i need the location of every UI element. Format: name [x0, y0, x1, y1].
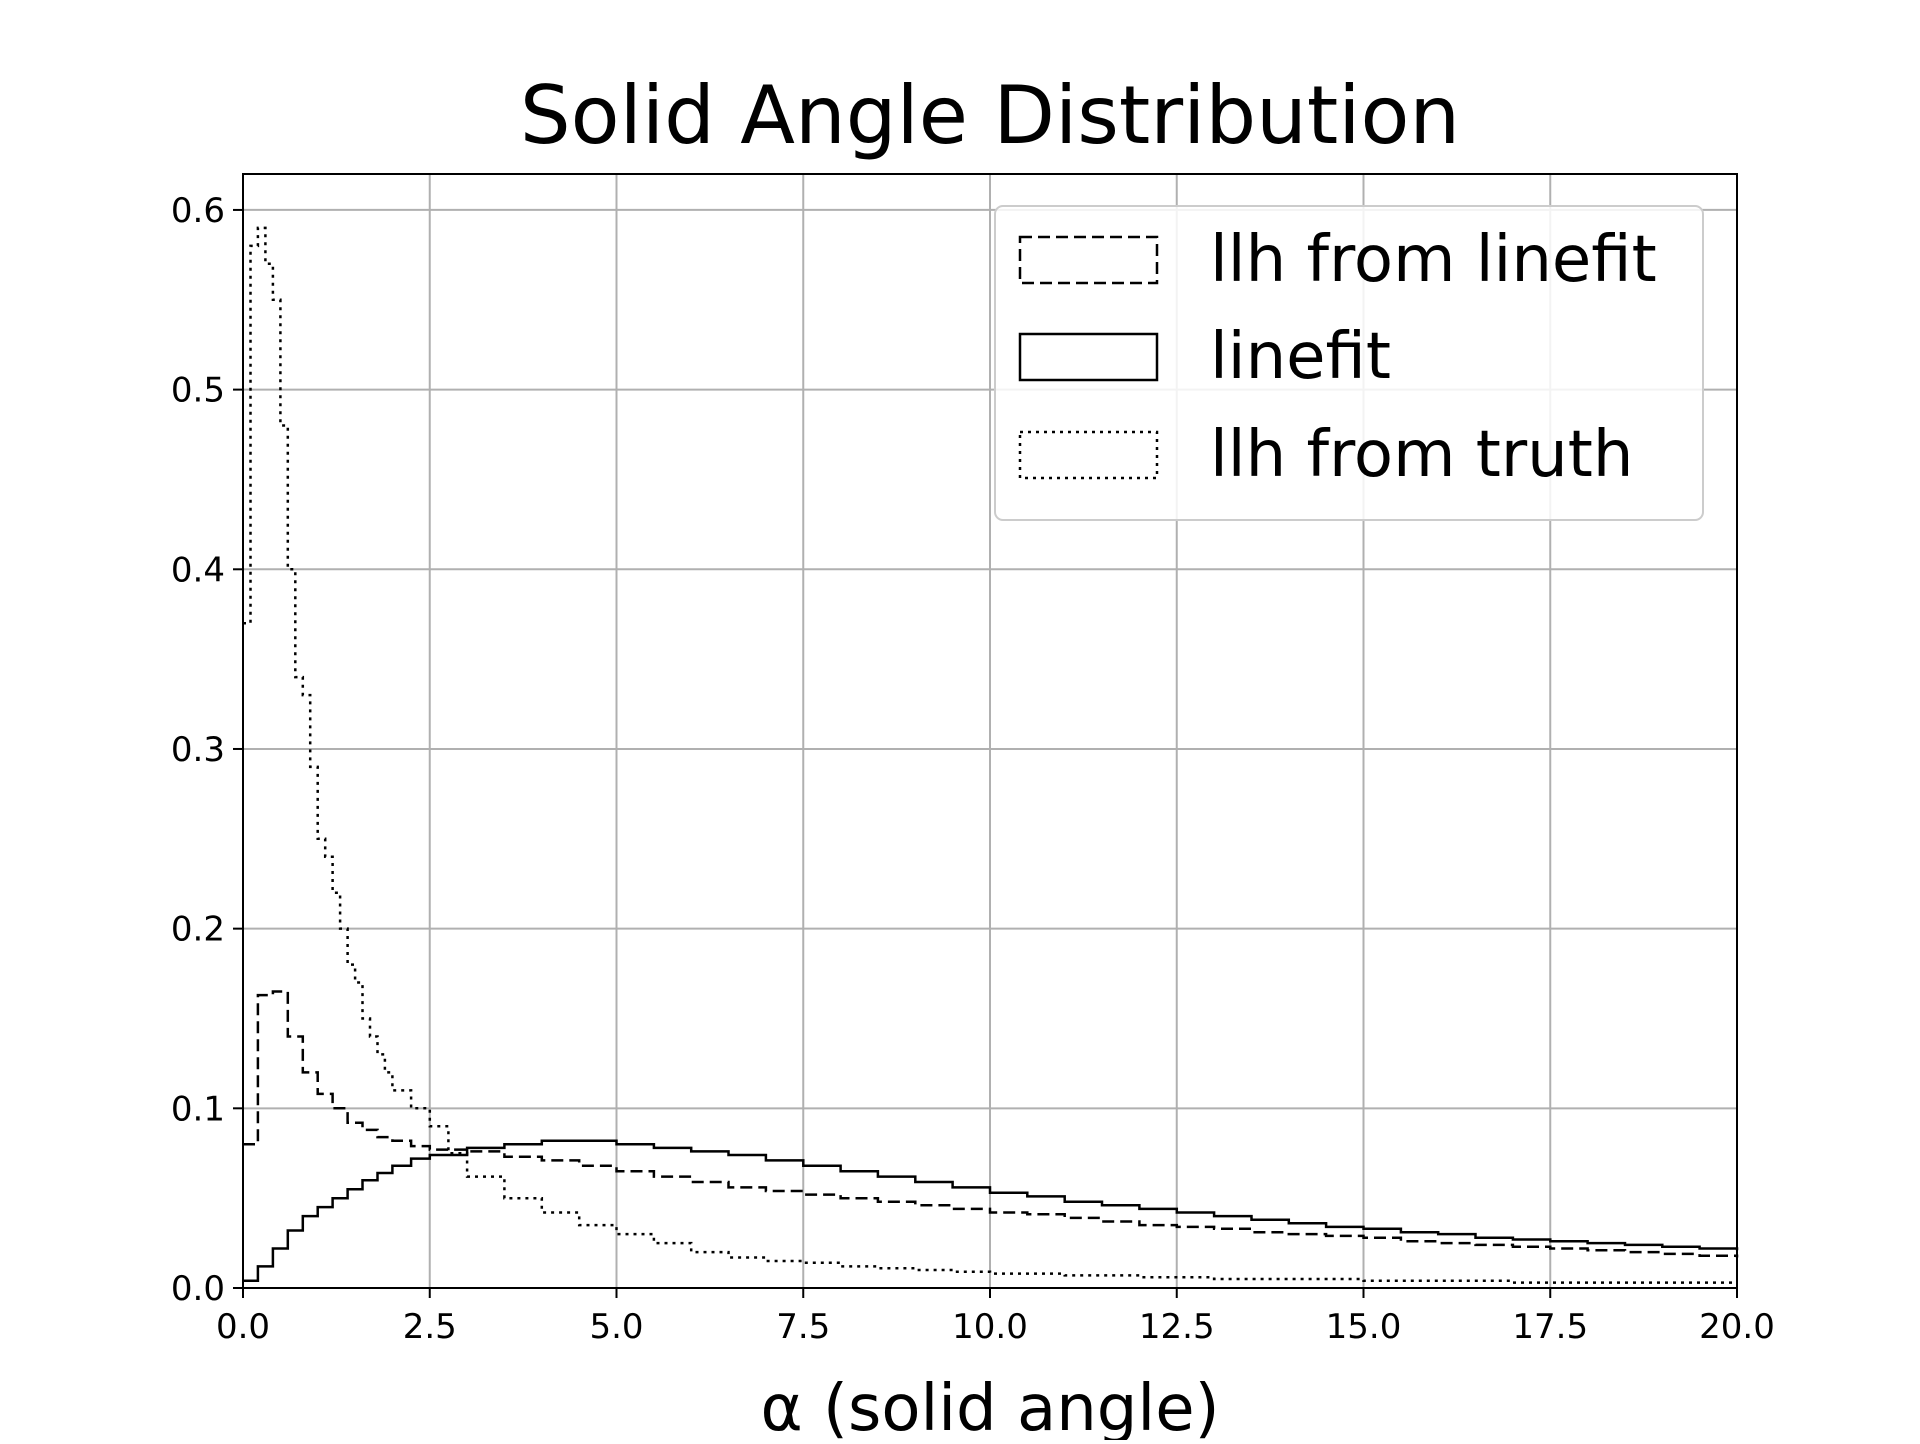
- y-tick-label: 0.4: [171, 550, 225, 590]
- series-llh-from-linefit-line: [243, 990, 1739, 1258]
- series-layer: [243, 226, 1739, 1284]
- y-tick-label: 0.6: [171, 191, 225, 231]
- legend-label-linefit: linefit: [1210, 320, 1391, 394]
- y-tick-label: 0.1: [171, 1089, 225, 1129]
- legend-swatch-linefit: [1018, 332, 1159, 382]
- x-axis-label: α (solid angle): [760, 1372, 1219, 1440]
- x-tick-label: 17.5: [1512, 1307, 1588, 1347]
- x-tick-label: 5.0: [589, 1307, 643, 1347]
- ticks: 0.0 2.5 5.0 7.5 10.0 12.5 15.0 17.5 20.0 0.0 0.1 0.…: [171, 191, 1775, 1347]
- x-tick-label: 10.0: [952, 1307, 1028, 1347]
- y-tick-label: 0.5: [171, 371, 225, 411]
- y-tick-label: 0.0: [171, 1269, 225, 1309]
- y-tick-label: 0.2: [171, 910, 225, 950]
- x-tick-label: 20.0: [1699, 1307, 1775, 1347]
- legend-label-llh-from-truth: llh from truth: [1210, 418, 1633, 492]
- x-tick-label: 7.5: [776, 1307, 830, 1347]
- x-tick-label: 12.5: [1139, 1307, 1215, 1347]
- chart-title: Solid Angle Distribution: [520, 69, 1460, 162]
- x-tick-label: 15.0: [1326, 1307, 1402, 1347]
- y-tick-label: 0.3: [171, 730, 225, 770]
- x-tick-label: 0.0: [216, 1307, 270, 1347]
- legend: llh from linefit linefit llh from truth: [994, 205, 1704, 521]
- series-llh-from-truth-line: [243, 226, 1737, 1284]
- legend-box: [994, 205, 1704, 521]
- series-linefit-line: [243, 1139, 1739, 1283]
- legend-swatch-llh-from-truth: [1018, 430, 1159, 480]
- legend-label-llh-from-linefit: llh from linefit: [1210, 223, 1657, 297]
- legend-swatch-llh-from-linefit: [1018, 235, 1159, 285]
- x-tick-label: 2.5: [403, 1307, 457, 1347]
